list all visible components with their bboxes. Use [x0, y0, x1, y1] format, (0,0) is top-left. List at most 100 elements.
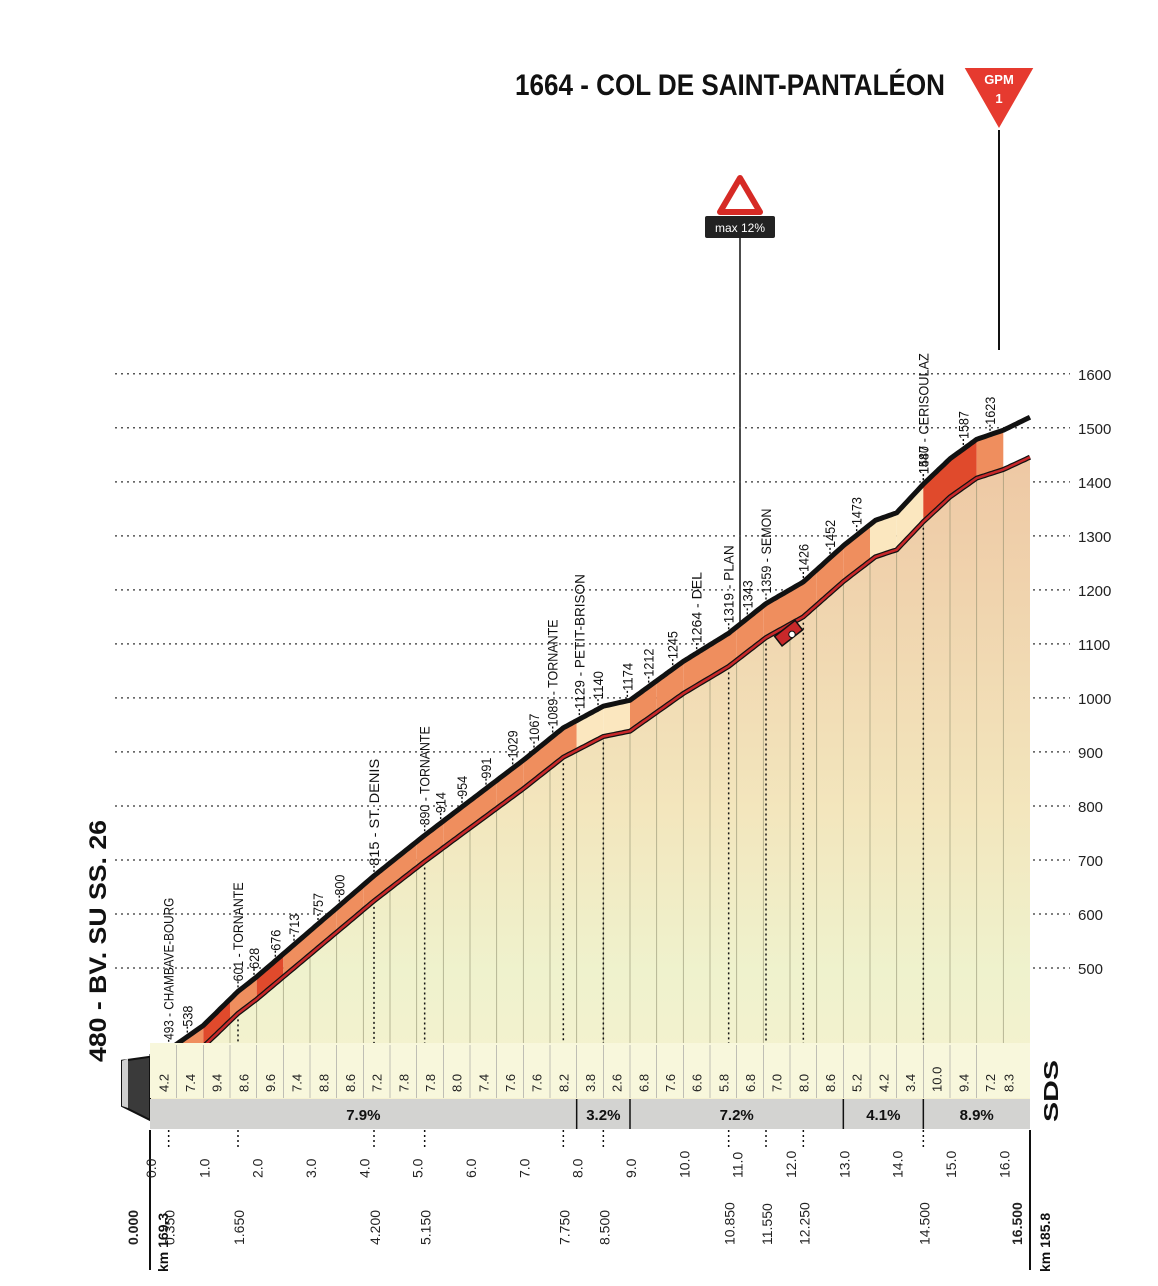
x-tick-label: 0.0 [143, 1158, 159, 1178]
max-grade-box [705, 216, 775, 238]
y-tick-label: 800 [1078, 799, 1103, 816]
road-band-segment [870, 512, 897, 561]
waypoint-label: 1245 [665, 631, 681, 659]
waypoint-label: 954 [454, 776, 470, 797]
half-km-gradient: 6.8 [636, 1074, 651, 1092]
section-gradient: 7.9% [346, 1107, 380, 1124]
half-km-gradient: 8.0 [450, 1074, 465, 1092]
x-tick-label: 3.0 [303, 1158, 319, 1178]
km-marker-label: 1.650 [231, 1210, 247, 1245]
x-tick-label: 13.0 [836, 1151, 852, 1178]
waypoint-label: 1212 [641, 648, 657, 676]
road-band-segment [336, 885, 364, 933]
start-label: 480 - BV. SU SS. 26 [85, 820, 112, 1062]
half-km-gradient: 8.6 [343, 1074, 358, 1092]
half-km-gradient: 2.6 [610, 1074, 625, 1092]
y-tick-label: 600 [1078, 907, 1103, 924]
x-tick-label: 14.0 [890, 1151, 906, 1178]
road-band-segment [390, 841, 417, 889]
km-marker-label: 10.850 [722, 1202, 738, 1245]
km-marker-label: 14.500 [916, 1202, 932, 1245]
y-tick-label: 1000 [1078, 691, 1111, 708]
half-km-gradient: 9.4 [210, 1074, 225, 1092]
road-band-segment [363, 863, 390, 910]
waypoint-label: 628 [246, 948, 262, 969]
waypoint-label: 713 [286, 914, 302, 935]
road-band-segment [603, 700, 630, 737]
waypoint-label: 1452 [822, 520, 838, 548]
half-km-gradient: 7.2 [370, 1074, 385, 1092]
max-grade-marker-dot [788, 630, 796, 639]
waypoint-label: 914 [433, 792, 449, 813]
half-km-gradient: 8.0 [796, 1074, 811, 1092]
section-gradient: 3.2% [586, 1107, 620, 1124]
half-km-gradient: 4.2 [156, 1074, 171, 1092]
half-km-gradient: 5.8 [716, 1074, 731, 1092]
waypoint-label: 1426 [795, 544, 811, 572]
km-marker-label: 12.250 [796, 1202, 812, 1245]
half-km-gradient: 7.6 [530, 1074, 545, 1092]
x-tick-label: 7.0 [516, 1158, 532, 1178]
waypoint-label: 1089 - TORNANTE [545, 619, 561, 726]
x-tick-label: 8.0 [570, 1158, 586, 1178]
waypoint-km-labels: 0.000 0.350 1.650 4.200 5.150 7.750 8.500 10.85… [125, 1130, 1025, 1245]
half-km-gradient: 9.4 [956, 1074, 971, 1092]
km-start-label: km 169.3 [155, 1213, 171, 1272]
waypoint-label: 815 - ST. DENIS [366, 759, 382, 866]
section-gradient: 8.9% [960, 1107, 994, 1124]
half-km-gradient: 5.2 [850, 1074, 865, 1092]
waypoint-label: 1473 [849, 497, 865, 525]
road-band-segment [843, 524, 870, 582]
half-km-gradient: 7.4 [476, 1074, 491, 1092]
half-km-gradient: 8.8 [316, 1074, 331, 1092]
y-tick-label: 1500 [1078, 421, 1111, 438]
waypoint-label: 538 [179, 1005, 195, 1026]
km-marker-label: 4.200 [367, 1210, 383, 1245]
half-km-gradient: 7.2 [983, 1074, 998, 1092]
waypoint-label: 1359 - SEMON [758, 509, 774, 594]
half-km-gradient: 7.8 [423, 1074, 438, 1092]
profile-area [121, 414, 1032, 1122]
road-line [149, 456, 1031, 1078]
waypoint-label: 991 [478, 757, 494, 778]
road-band-segment [283, 930, 310, 977]
km-marker-label: 0.350 [162, 1210, 178, 1245]
half-km-gradient: 7.6 [503, 1074, 518, 1092]
x-tick-label: 15.0 [943, 1151, 959, 1178]
half-km-gradient: 7.4 [290, 1074, 305, 1092]
section-band [150, 1099, 1030, 1129]
y-tick-label: 500 [1078, 961, 1103, 978]
start-wall-highlight [122, 1058, 128, 1108]
half-km-gradient: 8.6 [236, 1074, 251, 1092]
x-tick-label: 9.0 [623, 1158, 639, 1178]
waypoint-droplines [167, 527, 925, 1077]
waypoint-label: 1623 [982, 397, 998, 425]
half-km-gradient: 7.0 [770, 1074, 785, 1092]
y-tick-label: 1300 [1078, 529, 1111, 546]
y-tick-label: 700 [1078, 853, 1103, 870]
gpm-badge-category: 1 [995, 91, 1002, 106]
x-tick-label: 10.0 [676, 1151, 692, 1178]
km-marker-label: 8.500 [596, 1210, 612, 1245]
y-tick-label: 1600 [1078, 367, 1111, 384]
x-tick-label: 16.0 [996, 1151, 1012, 1178]
y-tick-label: 1400 [1078, 475, 1111, 492]
elevation-axis: 500 600 700 800 900 1000 1100 1200 1300 1400 1500 1… [1078, 367, 1111, 978]
section-gradient: 4.1% [866, 1107, 900, 1124]
half-km-gradient: 6.6 [690, 1074, 705, 1092]
x-tick-label: 2.0 [250, 1158, 266, 1178]
y-tick-label: 1200 [1078, 583, 1111, 600]
road-band-segment [443, 800, 470, 848]
section-gradients: 7.9% 3.2% 7.2% 4.1% 8.9% [150, 1099, 1030, 1129]
waypoint-label: 1540 [915, 446, 931, 474]
x-tick-label: 5.0 [410, 1158, 426, 1178]
half-km-gradient: 9.6 [263, 1074, 278, 1092]
waypoint-label: 601 - TORNANTE [230, 882, 246, 981]
waypoint-label: 1140 [590, 671, 606, 699]
road-band-segment [203, 999, 230, 1047]
x-tick-label: 1.0 [196, 1158, 212, 1178]
y-tick-label: 900 [1078, 745, 1103, 762]
km-marker-label: 11.550 [759, 1203, 775, 1245]
road-band-segment [736, 605, 764, 661]
half-km-gradient: 3.4 [903, 1074, 918, 1092]
